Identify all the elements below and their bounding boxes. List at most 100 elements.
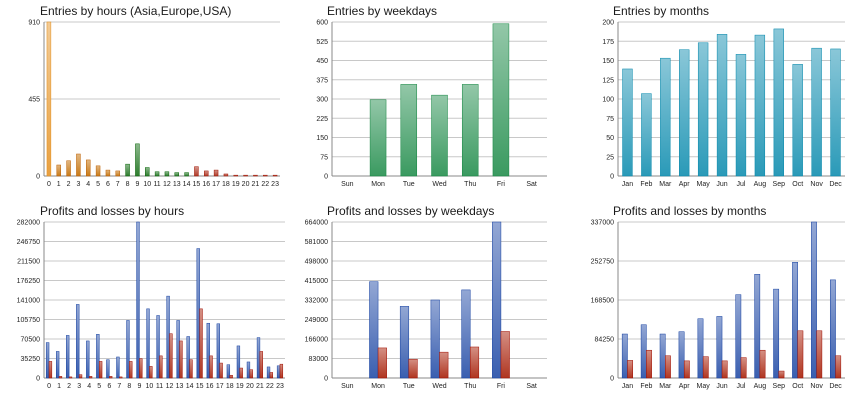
bar	[213, 169, 219, 177]
chart-title: Entries by weekdays	[327, 4, 438, 18]
x-tick-label: 7	[117, 383, 121, 390]
x-tick-label: Jul	[736, 181, 745, 188]
x-tick-label: Jun	[716, 181, 727, 188]
x-tick-label: 0	[47, 181, 51, 188]
bar	[835, 355, 842, 379]
bar	[408, 358, 418, 379]
x-tick-label: 19	[232, 181, 240, 188]
chart-title: Profits and losses by months	[613, 204, 767, 218]
bar	[627, 360, 634, 379]
bar	[659, 333, 666, 379]
x-tick-label: Tue	[403, 383, 415, 390]
bar	[236, 345, 241, 379]
bar	[179, 340, 183, 379]
bar	[204, 170, 209, 177]
x-tick-label: Oct	[792, 383, 803, 390]
y-tick-label: 168500	[591, 298, 614, 305]
y-tick-label: 910	[28, 20, 40, 27]
y-tick-label: 70500	[21, 337, 41, 344]
bar	[189, 359, 193, 379]
bar	[116, 356, 120, 379]
bar	[115, 170, 120, 177]
x-tick-label: 23	[271, 181, 279, 188]
bar	[106, 359, 110, 379]
x-tick-label: Nov	[810, 383, 823, 390]
bar	[665, 355, 671, 379]
bar	[209, 355, 213, 379]
bar	[735, 294, 742, 379]
bar	[146, 308, 150, 379]
bar	[176, 320, 180, 379]
y-tick-label: 166000	[305, 337, 328, 344]
bar	[399, 306, 410, 379]
bar	[469, 346, 480, 379]
bar	[199, 308, 203, 379]
bar	[492, 23, 510, 177]
bar	[759, 349, 766, 379]
x-tick-label: 2	[67, 383, 71, 390]
x-tick-label: Mon	[371, 383, 385, 390]
bar	[253, 174, 258, 177]
bar	[56, 351, 60, 379]
bar	[88, 376, 93, 379]
x-tick-label: Apr	[679, 383, 691, 390]
y-tick-label: 581000	[305, 239, 328, 246]
x-tick-label: 22	[261, 181, 269, 188]
x-tick-label: Wed	[432, 181, 446, 188]
x-tick-label: Sep	[773, 181, 786, 188]
x-tick-label: 7	[116, 181, 120, 188]
x-tick-label: 9	[135, 181, 139, 188]
bar	[259, 351, 263, 379]
x-tick-label: 15	[196, 383, 204, 390]
bar	[266, 366, 271, 379]
x-tick-label: Oct	[792, 181, 803, 188]
bar	[272, 174, 278, 177]
bar	[186, 336, 190, 379]
bar	[119, 376, 123, 379]
chart-title: Profits and losses by hours	[40, 204, 185, 218]
bar	[256, 337, 261, 379]
y-tick-label: 175	[602, 39, 614, 46]
bar	[96, 334, 100, 379]
chart-title: Entries by months	[613, 4, 710, 18]
bar	[216, 323, 220, 379]
bar	[500, 331, 510, 379]
bar	[125, 163, 130, 177]
x-tick-label: 22	[266, 383, 274, 390]
bar	[139, 358, 143, 379]
bar	[369, 99, 387, 177]
x-tick-label: Jan	[622, 383, 633, 390]
x-tick-label: 23	[276, 383, 284, 390]
bar	[223, 173, 229, 177]
y-tick-label: 664000	[305, 220, 328, 227]
y-tick-label: 455	[28, 97, 40, 104]
x-tick-label: 13	[176, 383, 184, 390]
chart-panel-entries-by-months: Entries by months 0 25 50 75 100 125 150 175 200…	[602, 4, 845, 194]
y-tick-label: 0	[324, 174, 328, 181]
bar	[773, 288, 780, 379]
x-tick-label: Tue	[403, 181, 415, 188]
x-tick-label: 4	[86, 181, 90, 188]
bar	[246, 361, 251, 379]
x-tick-label: Mon	[371, 181, 385, 188]
bar	[492, 221, 502, 379]
chart-svg-entries-by-weekdays: 0 75 150 225 300 375 450 525 600 Sun Mon Tue Wed Thu F…	[316, 20, 547, 188]
x-tick-label: 1	[57, 383, 61, 390]
y-tick-label: 125	[602, 77, 614, 84]
bar	[697, 42, 709, 177]
y-tick-label: 84250	[595, 337, 615, 344]
x-tick-label: Feb	[640, 383, 652, 390]
y-tick-label: 0	[610, 174, 614, 181]
x-tick-label: Fri	[497, 383, 506, 390]
y-tick-label: 200	[602, 20, 614, 27]
x-tick-label: Thu	[464, 181, 476, 188]
chart-svg-pl-by-weekdays: 0 83000 166000 249000 332000 415000 498000 5810…	[305, 220, 547, 390]
bar	[48, 361, 53, 379]
x-tick-label: May	[697, 181, 711, 188]
bar	[129, 361, 133, 379]
y-tick-label: 300	[316, 97, 328, 104]
bar	[431, 94, 448, 177]
chart-panel-pl-by-months: Profits and losses by months 0 84250 16850…	[591, 204, 845, 396]
y-tick-label: 498000	[305, 259, 328, 266]
x-tick-label: 20	[242, 181, 250, 188]
